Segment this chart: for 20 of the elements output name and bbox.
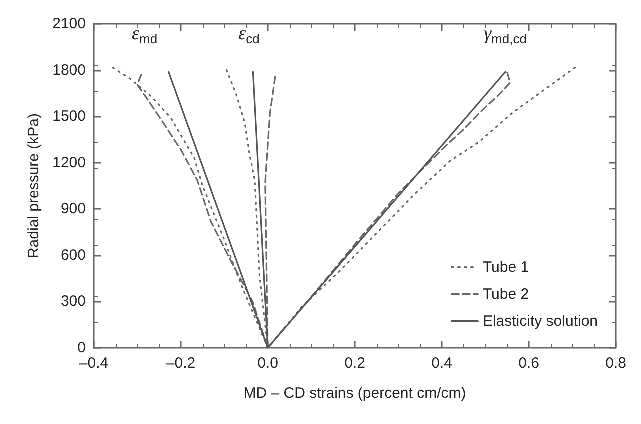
y-tick-label: 1800 [52,62,86,79]
x-tick-label: 0.2 [344,355,366,372]
y-tick-label: 0 [78,340,86,356]
y-tick-label: 900 [60,200,86,218]
legend-label: Tube 2 [482,286,530,303]
x-tick-label: 0.6 [518,355,540,372]
y-axis-title: Radial pressure (kPa) [26,113,43,259]
x-axis-title: MD – CD strains (percent cm/cm) [244,385,466,402]
x-tick-label: 0.4 [432,355,452,372]
y-tick-label: 1200 [52,154,86,172]
x-tick-label: 0.0 [258,355,278,372]
y-tick-label: 2100 [52,16,86,32]
x-tick-label: –0.2 [166,355,196,372]
x-tick-label: –0.4 [79,355,109,372]
legend-label: Elasticity solution [482,313,598,330]
y-tick-label: 600 [60,246,86,264]
x-tick-label: 0.8 [606,355,626,372]
legend-label: Tube 1 [482,259,530,276]
y-tick-label: 300 [60,293,86,310]
y-tick-label: 1500 [52,108,86,126]
